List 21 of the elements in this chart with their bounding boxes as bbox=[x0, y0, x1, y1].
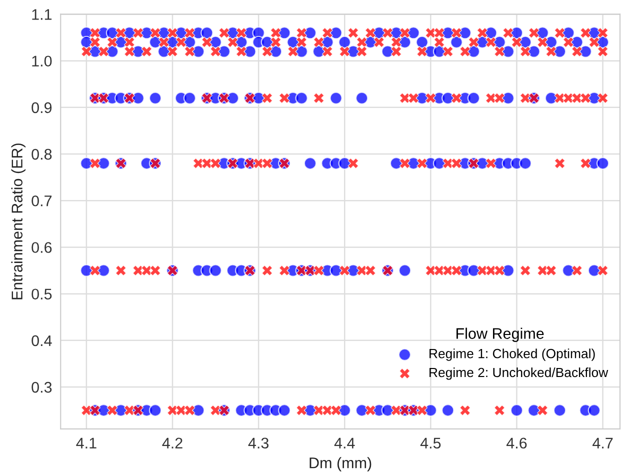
legend-label: Regime 2: Unchoked/Backflow bbox=[430, 367, 608, 380]
y-axis-title: Entrainment Ratio (ER) bbox=[11, 144, 26, 300]
x-tick-label: 4.6 bbox=[506, 438, 527, 449]
y-tick-label: 0.8 bbox=[32, 148, 52, 160]
y-tick-label: 1.1 bbox=[32, 9, 52, 20]
x-tick-label: 4.3 bbox=[248, 438, 269, 449]
y-tick-label: 0.7 bbox=[32, 195, 52, 206]
x-tick-label: 4.4 bbox=[334, 438, 355, 448]
y-tick-label: 0.5 bbox=[32, 288, 52, 300]
y-tick-label: 0.6 bbox=[32, 242, 52, 253]
y-tick-label: 0.9 bbox=[32, 102, 52, 114]
x-tick-label: 4.5 bbox=[420, 438, 441, 449]
x-axis-title: Dm (mm) bbox=[310, 457, 372, 472]
legend-title: Flow Regime bbox=[456, 328, 544, 342]
x-tick-label: 4.7 bbox=[592, 438, 613, 448]
y-tick-label: 0.3 bbox=[32, 382, 52, 393]
legend-label: Regime 1: Choked (Optimal) bbox=[430, 348, 595, 361]
y-tick-label: 1.0 bbox=[32, 56, 52, 67]
x-tick-label: 4.1 bbox=[76, 438, 96, 448]
y-tick-label: 0.4 bbox=[32, 335, 52, 346]
x-tick-label: 4.2 bbox=[162, 438, 182, 448]
